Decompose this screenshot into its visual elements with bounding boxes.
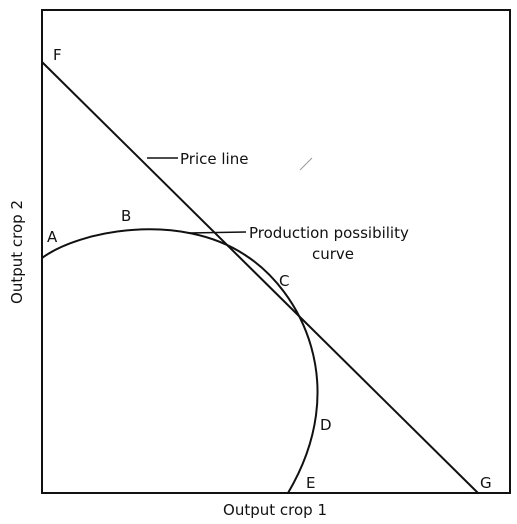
production-possibility-curve xyxy=(41,228,319,494)
point-label: D xyxy=(320,416,332,434)
x-axis-label: Output crop 1 xyxy=(223,501,327,519)
point-label: A xyxy=(47,228,58,246)
annotation: Price line xyxy=(180,150,248,168)
point-label: C xyxy=(279,272,289,290)
annotation: Production possibility xyxy=(249,224,409,242)
point-label: F xyxy=(53,46,62,64)
point-label: E xyxy=(306,474,315,492)
annotation: curve xyxy=(312,245,354,263)
leader-line xyxy=(187,231,247,234)
mark xyxy=(299,157,313,171)
price-line xyxy=(41,61,479,494)
frame xyxy=(41,9,511,494)
point-label: B xyxy=(121,207,131,225)
y-axis-label: Output crop 2 xyxy=(8,200,26,304)
point-label: G xyxy=(480,474,492,492)
